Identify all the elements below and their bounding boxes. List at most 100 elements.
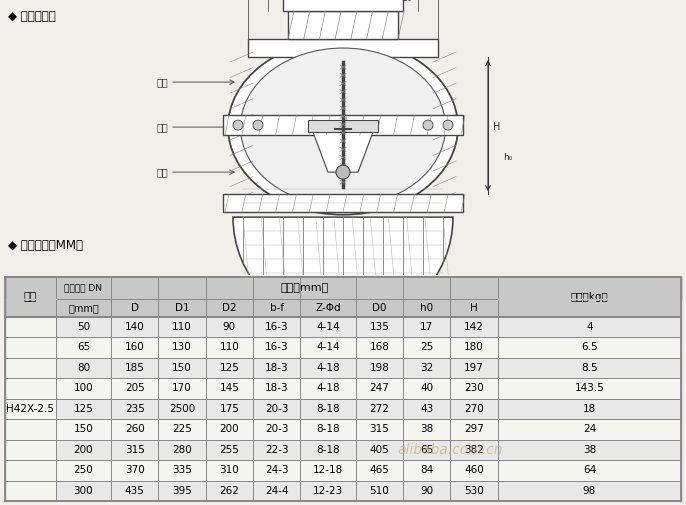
Text: D₀: D₀ bbox=[338, 350, 348, 360]
Circle shape bbox=[233, 120, 243, 130]
Text: 335: 335 bbox=[172, 465, 192, 475]
Text: 200: 200 bbox=[73, 445, 93, 455]
Bar bbox=[223, 115, 463, 135]
Circle shape bbox=[253, 120, 263, 130]
Text: 460: 460 bbox=[464, 465, 484, 475]
Text: （mm）: （mm） bbox=[68, 302, 99, 313]
Text: 18-3: 18-3 bbox=[265, 383, 289, 393]
Text: 435: 435 bbox=[125, 486, 145, 496]
Text: D₂: D₂ bbox=[401, 0, 412, 4]
Bar bbox=[328, 315, 358, 325]
Text: ◆ 结构示意图: ◆ 结构示意图 bbox=[8, 10, 56, 23]
Text: 110: 110 bbox=[172, 322, 192, 332]
Text: 24-3: 24-3 bbox=[265, 465, 289, 475]
Text: 200: 200 bbox=[220, 424, 239, 434]
Text: 84: 84 bbox=[421, 465, 434, 475]
Text: 170: 170 bbox=[172, 383, 192, 393]
Text: 510: 510 bbox=[370, 486, 390, 496]
Text: 143.5: 143.5 bbox=[574, 383, 604, 393]
Text: 370: 370 bbox=[125, 465, 145, 475]
Text: 16-3: 16-3 bbox=[265, 342, 289, 352]
Bar bbox=[5, 460, 681, 481]
Text: 20-3: 20-3 bbox=[265, 404, 289, 414]
Text: 64: 64 bbox=[583, 465, 596, 475]
Text: 125: 125 bbox=[220, 363, 239, 373]
Text: 140: 140 bbox=[125, 322, 145, 332]
Text: 300: 300 bbox=[73, 486, 93, 496]
Text: 185: 185 bbox=[125, 363, 145, 373]
Text: h₀: h₀ bbox=[503, 153, 512, 162]
Text: 38: 38 bbox=[583, 445, 596, 455]
Text: 43: 43 bbox=[421, 404, 434, 414]
Text: 8-18: 8-18 bbox=[316, 445, 340, 455]
Text: 8-18: 8-18 bbox=[316, 404, 340, 414]
Bar bbox=[308, 120, 378, 132]
Text: 24-4: 24-4 bbox=[265, 486, 289, 496]
Text: 4-18: 4-18 bbox=[316, 363, 340, 373]
Text: 315: 315 bbox=[125, 445, 145, 455]
Text: 145: 145 bbox=[220, 383, 239, 393]
Text: 8.5: 8.5 bbox=[581, 363, 598, 373]
Text: 38: 38 bbox=[421, 424, 434, 434]
Text: 2500: 2500 bbox=[169, 404, 196, 414]
Ellipse shape bbox=[228, 39, 458, 215]
Text: 20-3: 20-3 bbox=[265, 424, 289, 434]
Text: 110: 110 bbox=[220, 342, 239, 352]
Circle shape bbox=[423, 120, 433, 130]
Text: 17: 17 bbox=[421, 322, 434, 332]
Text: 125: 125 bbox=[73, 404, 93, 414]
Text: D: D bbox=[131, 302, 139, 313]
Text: alibaba.com.cn: alibaba.com.cn bbox=[397, 443, 503, 457]
Text: 50: 50 bbox=[77, 322, 90, 332]
Text: H42X-2.5: H42X-2.5 bbox=[6, 404, 54, 414]
Text: 150: 150 bbox=[172, 363, 192, 373]
Text: 250: 250 bbox=[73, 465, 93, 475]
Text: 阀体: 阀体 bbox=[156, 77, 168, 87]
Bar bbox=[5, 277, 681, 317]
Text: 24: 24 bbox=[583, 424, 596, 434]
Bar bbox=[5, 419, 681, 439]
Text: D1: D1 bbox=[175, 302, 189, 313]
Text: 180: 180 bbox=[464, 342, 484, 352]
Text: 18-3: 18-3 bbox=[265, 363, 289, 373]
Bar bbox=[5, 277, 681, 299]
Text: 公称通径 DN: 公称通径 DN bbox=[64, 283, 102, 292]
Text: 225: 225 bbox=[172, 424, 192, 434]
Bar bbox=[223, 194, 463, 212]
Text: 405: 405 bbox=[370, 445, 390, 455]
Bar bbox=[5, 317, 56, 501]
Text: 80: 80 bbox=[77, 363, 90, 373]
Text: 235: 235 bbox=[125, 404, 145, 414]
Text: ◆ 相关尺寸（MM）: ◆ 相关尺寸（MM） bbox=[8, 239, 83, 251]
Text: 382: 382 bbox=[464, 445, 484, 455]
Bar bbox=[5, 481, 681, 501]
Text: D2: D2 bbox=[222, 302, 237, 313]
Text: 280: 280 bbox=[172, 445, 192, 455]
Text: 198: 198 bbox=[370, 363, 390, 373]
Text: 90: 90 bbox=[421, 486, 434, 496]
Bar bbox=[5, 398, 681, 419]
Text: 465: 465 bbox=[370, 465, 390, 475]
Text: 100: 100 bbox=[73, 383, 93, 393]
Bar bbox=[5, 358, 681, 378]
Bar bbox=[5, 337, 681, 358]
Text: 65: 65 bbox=[421, 445, 434, 455]
Text: 247: 247 bbox=[370, 383, 390, 393]
Circle shape bbox=[336, 165, 350, 179]
Text: 阀盖: 阀盖 bbox=[156, 122, 168, 132]
Text: 315: 315 bbox=[370, 424, 390, 434]
Text: 262: 262 bbox=[220, 486, 239, 496]
Bar bbox=[5, 439, 681, 460]
Bar bbox=[248, 39, 438, 57]
Text: 12-18: 12-18 bbox=[313, 465, 343, 475]
Bar bbox=[5, 378, 681, 398]
Text: 22-3: 22-3 bbox=[265, 445, 289, 455]
Text: 270: 270 bbox=[464, 404, 484, 414]
Text: H: H bbox=[471, 302, 478, 313]
Text: 90: 90 bbox=[223, 322, 236, 332]
Text: Z-Φd: Z-Φd bbox=[316, 302, 341, 313]
Text: 18: 18 bbox=[583, 404, 596, 414]
Circle shape bbox=[333, 312, 353, 332]
Text: 168: 168 bbox=[370, 342, 390, 352]
Text: 160: 160 bbox=[125, 342, 145, 352]
